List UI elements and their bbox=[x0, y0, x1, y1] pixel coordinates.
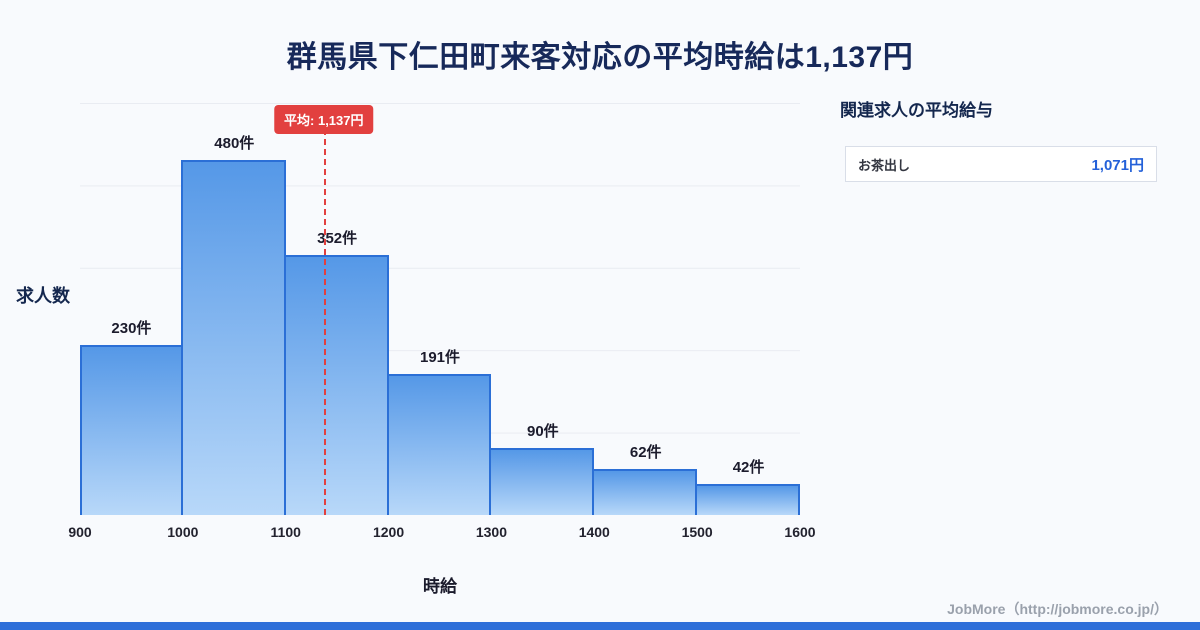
histogram-bar bbox=[695, 483, 800, 515]
histogram-bar bbox=[283, 254, 389, 515]
bar-value-label: 42件 bbox=[732, 458, 765, 476]
bar-value-label: 90件 bbox=[527, 423, 559, 441]
x-tick-label: 1100 bbox=[270, 524, 301, 540]
x-tick-label: 1500 bbox=[681, 524, 713, 540]
x-axis-ticks: 900 1000 1100 1200 1300 1400 1500 1600 bbox=[68, 524, 815, 544]
x-tick-label: 1600 bbox=[784, 524, 816, 540]
histogram-bar bbox=[386, 373, 492, 515]
brand-accent-bar bbox=[0, 622, 1200, 630]
page-title: 群馬県下仁田町来客対応の平均時給は1,137円 bbox=[286, 41, 914, 74]
histogram-plot: 平均: 1,137円 230件 480件 352件 191件 90件 62件 42件 bbox=[80, 103, 800, 515]
related-job-label: お茶出し bbox=[858, 157, 911, 173]
histogram-bar bbox=[489, 448, 595, 515]
x-tick-label: 1000 bbox=[167, 524, 199, 540]
mean-line bbox=[323, 129, 326, 515]
x-tick-label: 1200 bbox=[372, 524, 405, 540]
bar-value-label: 230件 bbox=[111, 319, 152, 337]
histogram-bar bbox=[592, 469, 698, 515]
bar-value-label: 191件 bbox=[419, 348, 461, 366]
x-tick-label: 900 bbox=[68, 524, 92, 540]
site-credit: JobMore（http://jobmore.co.jp/） bbox=[947, 601, 1168, 617]
side-panel-heading: 関連求人の平均給与 bbox=[840, 101, 993, 120]
mean-badge: 平均: 1,137円 bbox=[274, 105, 374, 134]
bar-value-label: 352件 bbox=[317, 229, 358, 247]
histogram-bar bbox=[180, 160, 286, 515]
x-tick-label: 1300 bbox=[475, 524, 507, 540]
bar-value-label: 62件 bbox=[629, 444, 662, 462]
x-tick-label: 1400 bbox=[578, 524, 610, 540]
histogram-bar bbox=[80, 344, 183, 515]
related-job-value: 1,071円 bbox=[1091, 156, 1144, 174]
related-job-row: お茶出し 1,071円 bbox=[845, 146, 1157, 182]
x-axis-label: 時給 bbox=[423, 577, 457, 596]
bar-value-label: 480件 bbox=[214, 135, 255, 152]
y-axis-label: 求人数 bbox=[16, 286, 70, 306]
